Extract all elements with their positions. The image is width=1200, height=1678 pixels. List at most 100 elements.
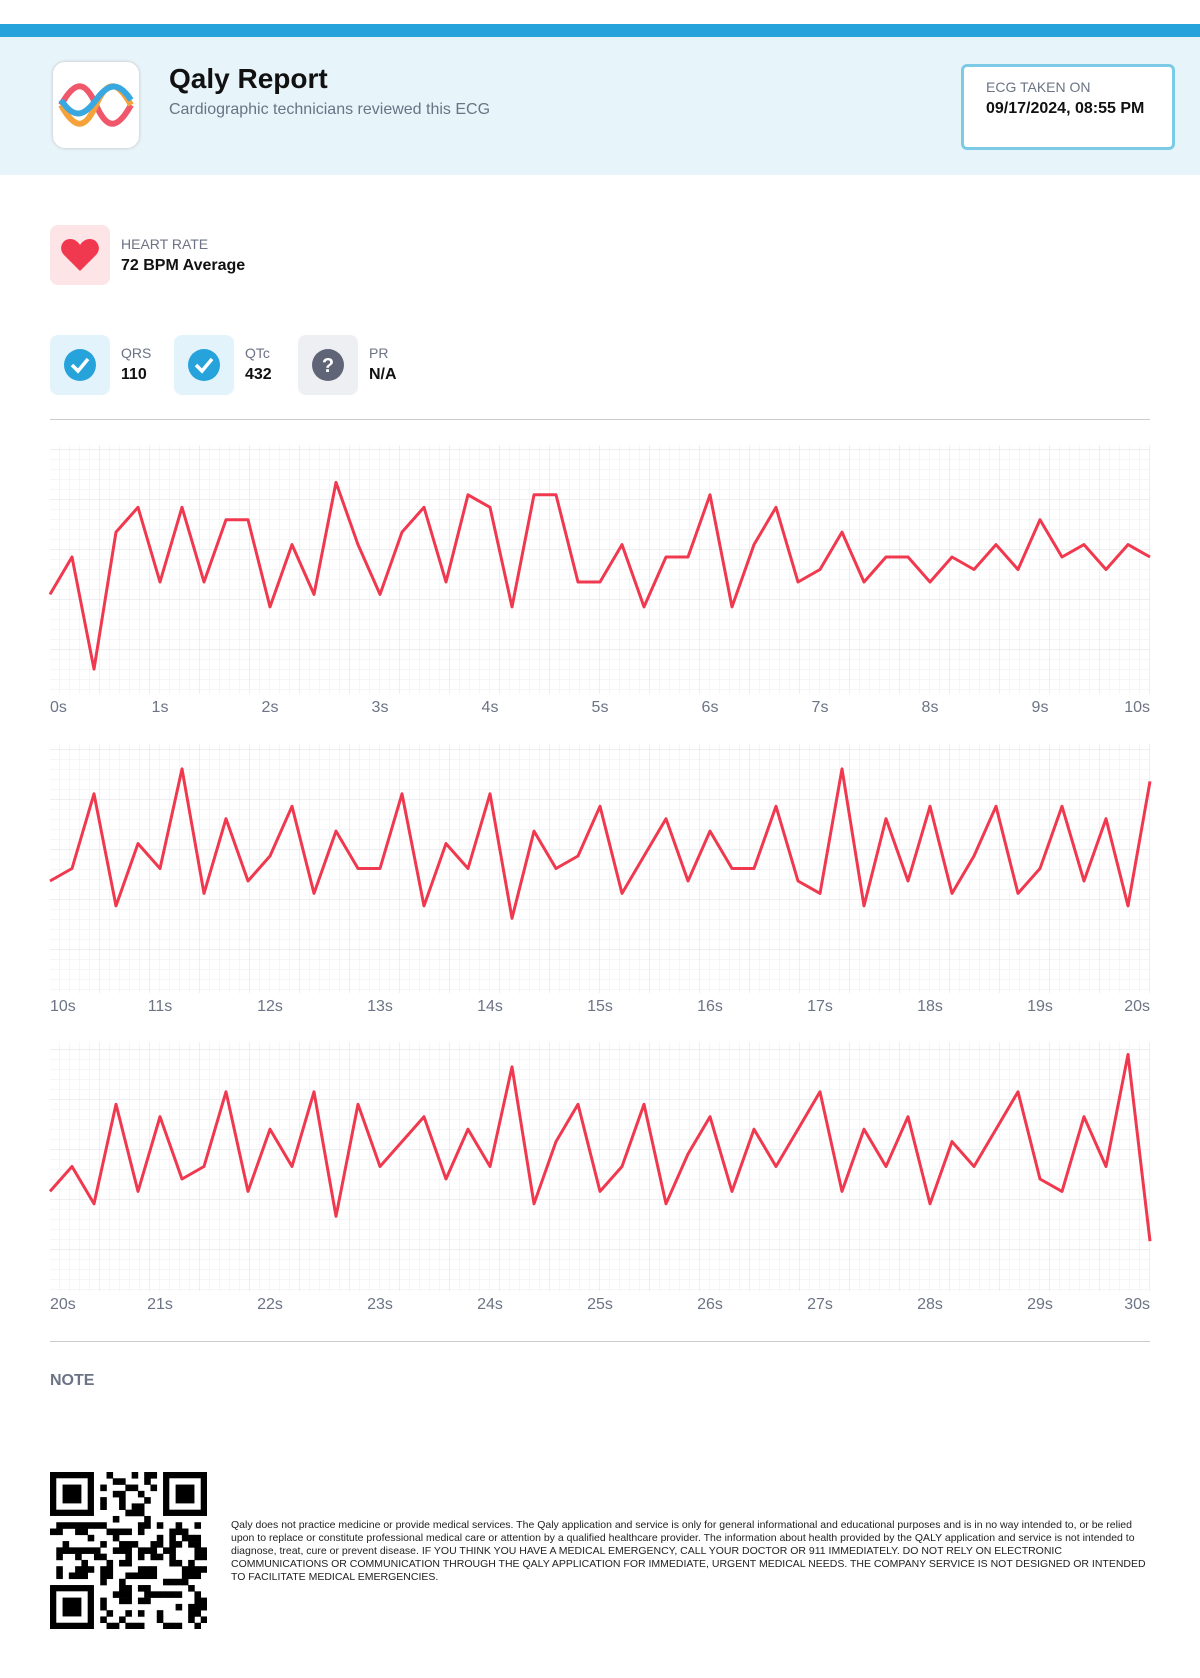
qr-finder <box>62 1597 82 1617</box>
ecg-trace <box>49 767 1152 920</box>
qr-module <box>106 1622 114 1629</box>
qr-module <box>137 1522 145 1529</box>
disclaimer: Qaly does not practice medicine or provi… <box>231 1519 1146 1583</box>
qr-module <box>119 1559 126 1567</box>
qr-module <box>81 1559 88 1567</box>
qr-module <box>112 1478 120 1485</box>
qr-module <box>169 1622 176 1629</box>
qr-module <box>156 1610 164 1617</box>
divider <box>50 1341 1150 1342</box>
qr-module <box>56 1572 63 1580</box>
qr-module <box>112 1622 120 1629</box>
qr-module <box>150 1484 158 1492</box>
x-tick-label: 6s <box>702 699 719 716</box>
qr-module <box>75 1572 82 1580</box>
qr-module <box>81 1522 88 1529</box>
qr-module <box>137 1597 145 1605</box>
qr-module <box>119 1597 126 1605</box>
qr-module <box>150 1541 158 1548</box>
qr-module <box>169 1534 176 1542</box>
qr-module <box>169 1559 176 1567</box>
qr-module <box>194 1572 202 1580</box>
ecg-grid <box>50 744 1150 993</box>
ecg-taken-box: ECG TAKEN ON 09/17/2024, 08:55 PM <box>961 64 1175 150</box>
qr-module <box>131 1572 139 1580</box>
qr-module <box>112 1534 120 1542</box>
x-tick-label: 20s <box>50 1296 76 1313</box>
qr-module <box>194 1597 202 1605</box>
qr-module <box>188 1566 195 1573</box>
qr-module <box>112 1591 120 1598</box>
qr-module <box>137 1553 145 1561</box>
qr-module <box>119 1497 126 1504</box>
qr-module <box>150 1572 158 1580</box>
qr-module <box>119 1503 126 1510</box>
qr-module <box>125 1585 132 1592</box>
qr-module <box>188 1541 195 1548</box>
qr-module <box>100 1503 107 1510</box>
qr-module <box>106 1559 114 1567</box>
qr-module <box>144 1515 151 1523</box>
x-tick-label: 4s <box>482 699 499 716</box>
qr-module <box>194 1553 202 1561</box>
qr-module <box>175 1541 183 1548</box>
qr-module <box>175 1578 183 1586</box>
qr-module <box>200 1547 207 1554</box>
qr-module <box>68 1547 76 1554</box>
qr-module <box>137 1547 145 1554</box>
qr-module <box>156 1541 164 1548</box>
ecg-grid <box>50 1042 1150 1291</box>
divider <box>50 419 1150 420</box>
qr-module <box>175 1522 183 1529</box>
qr-module <box>144 1597 151 1605</box>
qr-module <box>68 1572 76 1580</box>
qr-module <box>100 1578 107 1586</box>
ecg-grid <box>50 445 1150 694</box>
qr-module <box>169 1547 176 1554</box>
x-tick-label: 22s <box>257 1296 283 1313</box>
qr-module <box>87 1547 95 1554</box>
qtc-value: 432 <box>245 366 272 383</box>
qr-module <box>144 1566 151 1573</box>
header: Qaly Report Cardiographic technicians re… <box>0 37 1200 175</box>
qr-module <box>112 1528 120 1536</box>
qr-module <box>144 1522 151 1529</box>
x-tick-label: 11s <box>148 998 173 1015</box>
qr-module <box>125 1572 132 1580</box>
qr-module <box>194 1547 202 1554</box>
qr-module <box>119 1541 126 1548</box>
title: Qaly Report <box>169 63 328 94</box>
qr-module <box>125 1597 132 1605</box>
top-bar <box>0 24 1200 37</box>
qr-module <box>188 1616 195 1624</box>
x-tick-label: 13s <box>367 998 393 1015</box>
qr-module <box>144 1472 151 1479</box>
x-tick-label: 29s <box>1027 1296 1053 1313</box>
qr-module <box>169 1591 176 1598</box>
qr-module <box>100 1522 107 1529</box>
qr-module <box>100 1616 107 1624</box>
qr-module <box>125 1547 132 1554</box>
qr-module <box>150 1547 158 1554</box>
qr-module <box>106 1572 114 1580</box>
ecg-trace <box>48 480 1151 671</box>
qr-module <box>100 1484 107 1492</box>
qr-module <box>137 1622 145 1629</box>
qr-module <box>81 1528 88 1536</box>
qr-module <box>144 1591 151 1598</box>
x-tick-label: 17s <box>807 998 833 1015</box>
x-tick-label: 24s <box>477 1296 503 1313</box>
logo <box>53 62 139 148</box>
ecg-trace <box>48 1053 1152 1242</box>
heart-rate-label: HEART RATE <box>121 236 209 252</box>
x-tick-label: 2s <box>262 699 279 716</box>
qr-module <box>156 1522 164 1529</box>
qr-module <box>81 1547 88 1554</box>
qr-module <box>119 1528 126 1536</box>
qr-module <box>75 1522 82 1529</box>
qr-module <box>119 1490 126 1498</box>
qr-module <box>144 1547 151 1554</box>
qr-module <box>194 1566 202 1573</box>
qr-module <box>100 1603 107 1611</box>
qtc-icon <box>174 335 234 395</box>
